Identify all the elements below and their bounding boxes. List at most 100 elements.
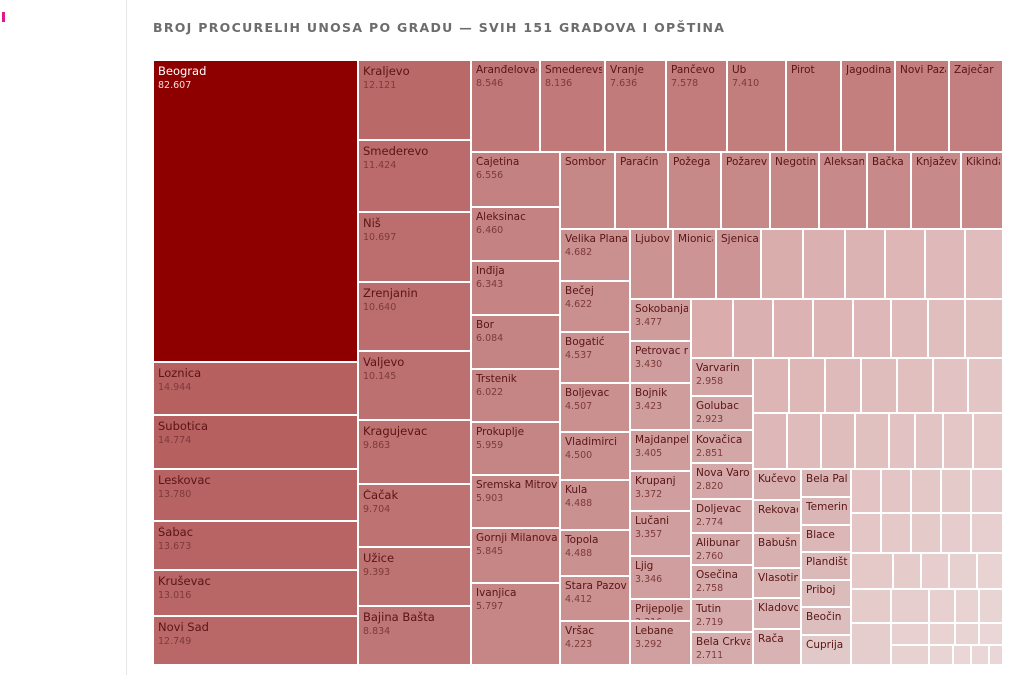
treemap-cell-unlabeled[interactable] — [813, 299, 853, 358]
treemap-cell-unlabeled[interactable] — [925, 229, 965, 299]
treemap-cell-unlabeled[interactable] — [821, 413, 855, 469]
treemap-cell-unlabeled[interactable] — [955, 589, 979, 623]
treemap-cell-unlabeled[interactable] — [851, 513, 881, 553]
treemap-cell-unlabeled[interactable] — [881, 513, 911, 553]
treemap-cell-unlabeled[interactable] — [891, 589, 929, 623]
treemap-cell-uzice[interactable]: Užice 9.393 — [358, 547, 471, 606]
treemap-cell-kragujevac[interactable]: Kragujevac 9.863 — [358, 420, 471, 484]
treemap-cell-unlabeled[interactable] — [753, 413, 787, 469]
treemap-cell-beocin[interactable]: Beočin — [801, 607, 851, 635]
treemap-cell-bela-palanka[interactable]: Bela Palanka — [801, 469, 851, 497]
treemap-cell-unlabeled[interactable] — [691, 299, 733, 358]
treemap-cell-unlabeled[interactable] — [979, 589, 1003, 623]
treemap-cell-unlabeled[interactable] — [971, 513, 1003, 553]
treemap-cell-smederevska[interactable]: Smederevska 8.136 — [540, 60, 605, 152]
treemap-cell-prokuplje[interactable]: Prokuplje 5.959 — [471, 422, 560, 475]
treemap-cell-krusevac[interactable]: Kruševac 13.016 — [153, 570, 358, 616]
treemap-cell-majdanpek[interactable]: Majdanpek 3.405 — [630, 430, 691, 471]
treemap-cell-unlabeled[interactable] — [929, 645, 953, 665]
treemap-cell-unlabeled[interactable] — [953, 645, 971, 665]
treemap-cell-unlabeled[interactable] — [891, 623, 929, 645]
treemap-cell-nis[interactable]: Niš 10.697 — [358, 212, 471, 282]
treemap-cell-kikinda[interactable]: Kikinda — [961, 152, 1003, 229]
treemap-cell-cajetina[interactable]: Čajetina 6.556 — [471, 152, 560, 207]
treemap-cell-unlabeled[interactable] — [989, 645, 1003, 665]
treemap-cell-ivanjica[interactable]: Ivanjica 5.797 — [471, 583, 560, 665]
treemap-cell-unlabeled[interactable] — [893, 553, 921, 589]
treemap-cell-stara-pazova[interactable]: Stara Pazova 4.412 — [560, 576, 630, 621]
treemap-cell-unlabeled[interactable] — [943, 413, 973, 469]
treemap-cell-unlabeled[interactable] — [881, 469, 911, 513]
treemap-cell-unlabeled[interactable] — [955, 623, 979, 645]
treemap-cell-alibunar[interactable]: Alibunar 2.760 — [691, 533, 753, 565]
treemap-cell-lucani[interactable]: Lučani 3.357 — [630, 511, 691, 556]
treemap-cell-sjenica[interactable]: Sjenica — [716, 229, 761, 299]
treemap-cell-nova-varos[interactable]: Nova Varoš 2.820 — [691, 463, 753, 499]
treemap-cell-velika-plana[interactable]: Velika Plana 4.682 — [560, 229, 630, 281]
treemap-cell-backa-palanka[interactable]: Bačka Palanka — [867, 152, 911, 229]
treemap-cell-unlabeled[interactable] — [911, 513, 941, 553]
treemap-cell-unlabeled[interactable] — [891, 299, 928, 358]
treemap-cell-bajina-basta[interactable]: Bajina Bašta 8.834 — [358, 606, 471, 665]
treemap-cell-unlabeled[interactable] — [979, 623, 1003, 645]
treemap-cell-beograd[interactable]: Beograd 82.607 — [153, 60, 358, 362]
treemap-cell-krupanj[interactable]: Krupanj 3.372 — [630, 471, 691, 511]
treemap-cell-unlabeled[interactable] — [773, 299, 813, 358]
treemap-cell-unlabeled[interactable] — [897, 358, 933, 413]
treemap-cell-unlabeled[interactable] — [929, 623, 955, 645]
treemap-cell-ub[interactable]: Ub 7.410 — [727, 60, 786, 152]
treemap-cell-sokobanja[interactable]: Sokobanja 3.477 — [630, 299, 691, 341]
treemap-cell-unlabeled[interactable] — [825, 358, 861, 413]
treemap-cell-sabac[interactable]: Šabac 13.673 — [153, 521, 358, 570]
treemap-cell-unlabeled[interactable] — [733, 299, 773, 358]
treemap-cell-unlabeled[interactable] — [965, 299, 1003, 358]
treemap-cell-kula[interactable]: Kula 4.488 — [560, 480, 630, 530]
treemap-cell-aleksinac[interactable]: Aleksinac 6.460 — [471, 207, 560, 261]
treemap-cell-raca[interactable]: Rača — [753, 629, 801, 665]
treemap-cell-zajecar[interactable]: Zaječar — [949, 60, 1003, 152]
treemap-cell-unlabeled[interactable] — [853, 299, 891, 358]
treemap-cell-unlabeled[interactable] — [949, 553, 977, 589]
treemap-cell-kraljevo[interactable]: Kraljevo 12.121 — [358, 60, 471, 140]
treemap-cell-rekovac[interactable]: Rekovac — [753, 500, 801, 533]
treemap-cell-pozega[interactable]: Požega — [668, 152, 721, 229]
treemap-cell-unlabeled[interactable] — [851, 589, 891, 623]
treemap-cell-sombor[interactable]: Sombor — [560, 152, 615, 229]
treemap-cell-osecina[interactable]: Osečina 2.758 — [691, 565, 753, 599]
treemap-cell-novi-pazar[interactable]: Novi Pazar — [895, 60, 949, 152]
treemap-cell-golubac[interactable]: Golubac 2.923 — [691, 396, 753, 430]
treemap-cell-unlabeled[interactable] — [845, 229, 885, 299]
treemap-cell-unlabeled[interactable] — [977, 553, 1003, 589]
treemap-cell-arandjelovac[interactable]: Aranđelovac 8.546 — [471, 60, 540, 152]
treemap-cell-unlabeled[interactable] — [971, 469, 1003, 513]
treemap-cell-unlabeled[interactable] — [855, 413, 889, 469]
treemap-cell-aleksandrovac[interactable]: Aleksandrovac — [819, 152, 867, 229]
treemap-cell-plandiste[interactable]: Plandište — [801, 552, 851, 580]
treemap-cell-unlabeled[interactable] — [933, 358, 968, 413]
treemap-cell-pirot[interactable]: Pirot — [786, 60, 841, 152]
treemap-cell-becej[interactable]: Bečej 4.622 — [560, 281, 630, 332]
treemap-cell-unlabeled[interactable] — [973, 413, 1003, 469]
treemap-cell-bojnik[interactable]: Bojnik 3.423 — [630, 383, 691, 430]
treemap-cell-jagodina[interactable]: Jagodina — [841, 60, 895, 152]
treemap-cell-sremska-mitrovica[interactable]: Sremska Mitrovica 5.903 — [471, 475, 560, 528]
treemap-cell-unlabeled[interactable] — [761, 229, 803, 299]
treemap-cell-varvarin[interactable]: Varvarin 2.958 — [691, 358, 753, 396]
treemap-cell-unlabeled[interactable] — [965, 229, 1003, 299]
treemap-cell-unlabeled[interactable] — [885, 229, 925, 299]
treemap-cell-boljevac[interactable]: Boljevac 4.507 — [560, 383, 630, 432]
treemap-cell-lebane[interactable]: Lebane 3.292 — [630, 621, 691, 665]
treemap-cell-unlabeled[interactable] — [789, 358, 825, 413]
treemap-cell-mionica[interactable]: Mionica — [673, 229, 716, 299]
treemap-cell-kucevo[interactable]: Kučevo — [753, 469, 801, 500]
treemap-cell-zrenjanin[interactable]: Zrenjanin 10.640 — [358, 282, 471, 351]
treemap-cell-unlabeled[interactable] — [911, 469, 941, 513]
treemap-cell-unlabeled[interactable] — [941, 469, 971, 513]
treemap-cell-unlabeled[interactable] — [803, 229, 845, 299]
treemap-cell-ljig[interactable]: Ljig 3.346 — [630, 556, 691, 599]
treemap-cell-negotin[interactable]: Negotin — [770, 152, 819, 229]
treemap-cell-unlabeled[interactable] — [851, 553, 893, 589]
treemap-cell-unlabeled[interactable] — [929, 589, 955, 623]
treemap-cell-babusnica[interactable]: Babušnica — [753, 533, 801, 568]
treemap-cell-knjazevac[interactable]: Knjaževac — [911, 152, 961, 229]
